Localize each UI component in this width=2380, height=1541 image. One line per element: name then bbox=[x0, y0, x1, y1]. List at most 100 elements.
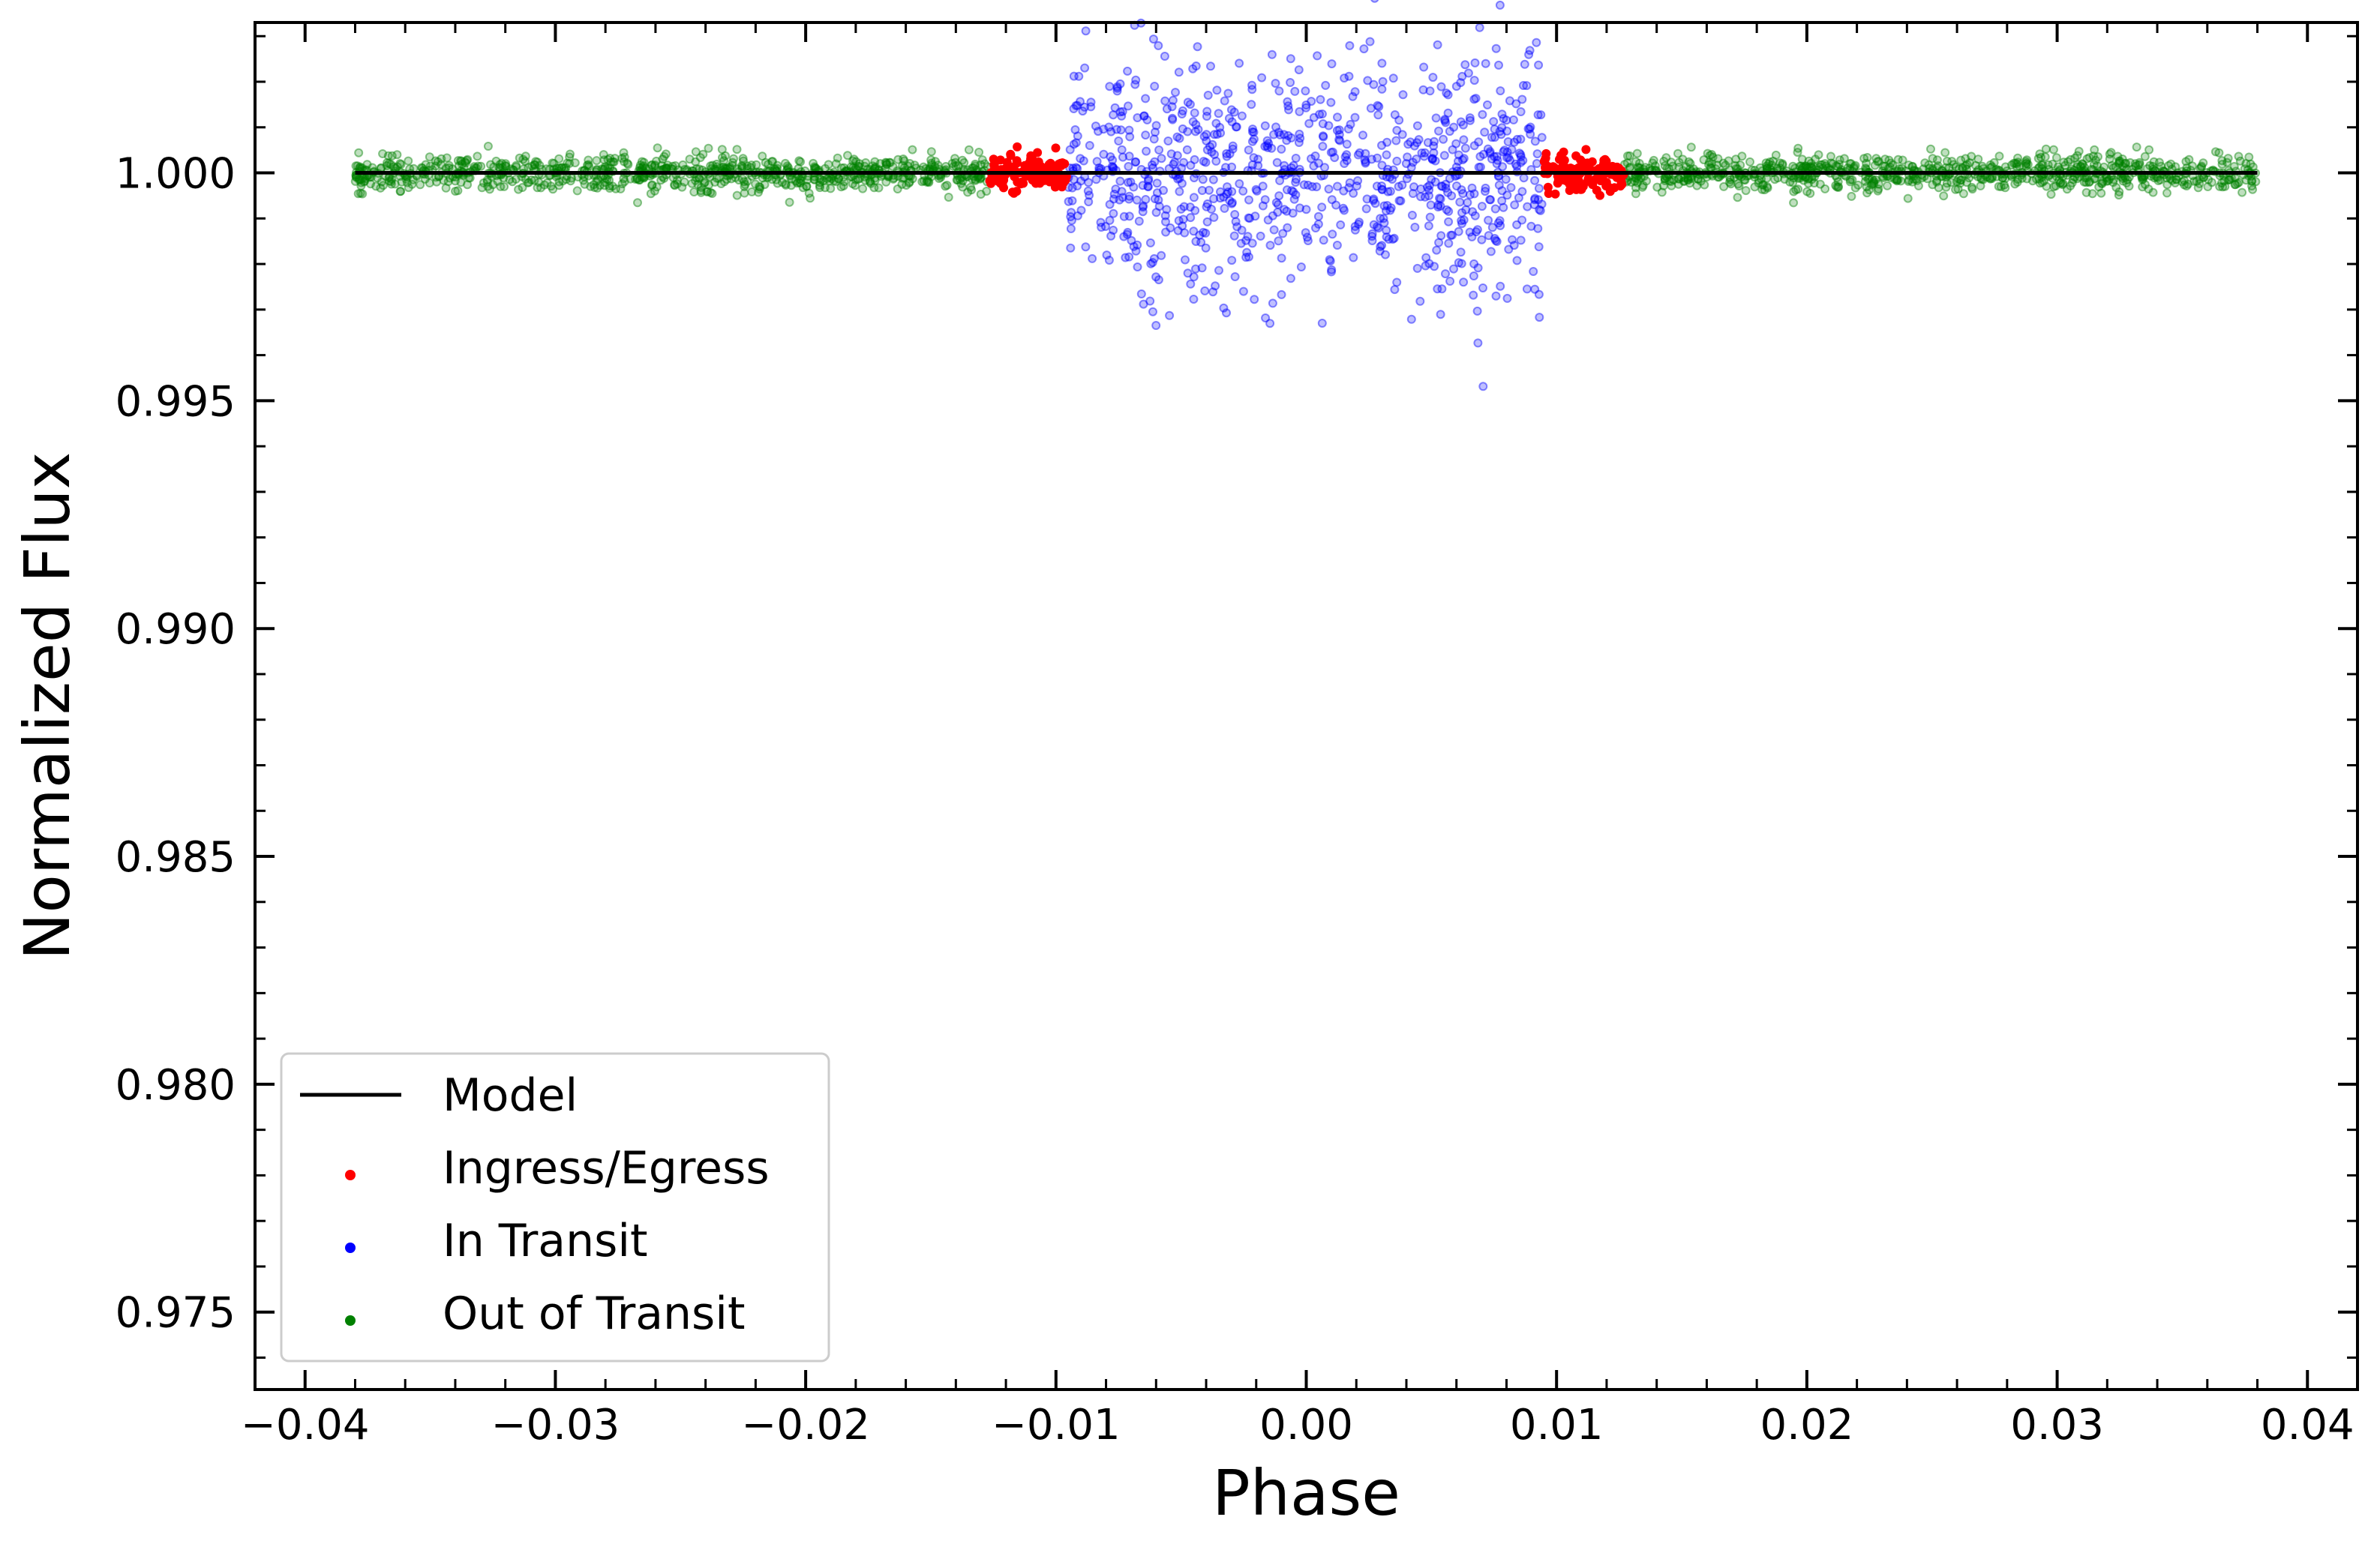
data-point bbox=[1143, 182, 1153, 192]
data-point bbox=[1532, 37, 1541, 47]
data-point bbox=[1295, 133, 1305, 143]
data-point bbox=[582, 160, 592, 170]
data-point bbox=[1707, 150, 1716, 159]
data-point bbox=[1397, 130, 1407, 139]
data-point bbox=[554, 177, 564, 187]
data-point bbox=[2013, 157, 2023, 167]
data-point bbox=[1295, 129, 1304, 139]
data-point bbox=[619, 148, 629, 157]
data-point bbox=[1229, 107, 1239, 117]
data-point bbox=[1684, 157, 1694, 166]
data-point bbox=[1172, 151, 1182, 160]
data-point bbox=[1139, 299, 1148, 309]
data-point bbox=[1394, 181, 1403, 191]
data-point bbox=[1105, 199, 1115, 209]
data-point bbox=[822, 174, 832, 184]
data-point bbox=[1495, 0, 1505, 10]
data-point bbox=[1491, 235, 1501, 245]
data-point bbox=[1328, 229, 1337, 239]
data-point bbox=[1068, 163, 1078, 173]
data-point bbox=[802, 181, 812, 191]
data-point bbox=[833, 153, 842, 163]
data-point bbox=[1535, 313, 1544, 322]
data-point bbox=[1138, 207, 1148, 217]
data-point bbox=[1487, 223, 1497, 232]
data-point bbox=[1535, 205, 1544, 214]
data-point bbox=[754, 187, 763, 197]
data-point bbox=[356, 175, 365, 184]
data-point bbox=[602, 175, 612, 184]
data-point bbox=[755, 181, 764, 191]
data-point bbox=[1201, 228, 1211, 238]
data-point bbox=[1333, 112, 1342, 122]
data-point bbox=[1958, 189, 1968, 199]
data-point bbox=[1505, 96, 1514, 106]
data-point bbox=[953, 175, 962, 184]
data-point bbox=[1261, 313, 1271, 322]
data-point bbox=[1291, 190, 1301, 199]
data-point bbox=[1403, 139, 1413, 149]
data-point bbox=[2066, 154, 2075, 164]
data-point bbox=[1933, 161, 1943, 170]
data-point bbox=[834, 174, 844, 184]
data-point bbox=[1519, 81, 1528, 90]
data-point bbox=[1334, 135, 1344, 145]
data-point bbox=[1436, 194, 1445, 204]
data-point bbox=[1247, 127, 1257, 136]
data-point bbox=[351, 161, 361, 171]
data-point bbox=[670, 181, 680, 190]
data-point bbox=[1225, 149, 1235, 159]
data-point bbox=[395, 187, 405, 196]
data-point bbox=[670, 180, 680, 190]
data-point bbox=[1987, 162, 1997, 172]
data-point bbox=[1350, 222, 1360, 231]
data-point bbox=[732, 190, 742, 200]
data-point bbox=[2225, 175, 2234, 184]
data-point bbox=[1442, 88, 1451, 98]
data-point bbox=[1301, 100, 1311, 109]
data-point bbox=[592, 176, 602, 186]
data-point bbox=[1342, 139, 1352, 149]
data-point bbox=[1359, 44, 1369, 54]
data-point bbox=[1256, 231, 1265, 241]
data-point bbox=[1241, 235, 1251, 245]
data-point bbox=[1417, 148, 1427, 157]
data-point bbox=[1392, 277, 1402, 287]
data-point bbox=[1888, 160, 1898, 169]
data-point bbox=[377, 177, 386, 187]
data-point bbox=[1760, 185, 1769, 195]
data-point bbox=[1212, 130, 1222, 139]
data-point bbox=[696, 182, 706, 192]
data-point bbox=[1445, 277, 1455, 286]
data-point bbox=[740, 180, 750, 190]
data-point bbox=[572, 186, 582, 196]
data-point bbox=[1412, 121, 1422, 130]
data-point bbox=[1458, 155, 1467, 165]
data-point bbox=[2156, 161, 2166, 171]
data-point bbox=[1317, 319, 1327, 328]
data-point bbox=[617, 179, 627, 189]
data-point bbox=[2149, 157, 2159, 166]
data-point bbox=[734, 175, 744, 185]
data-point bbox=[1454, 226, 1463, 236]
data-point bbox=[1253, 160, 1263, 170]
data-point bbox=[1599, 159, 1608, 169]
data-point bbox=[1096, 217, 1106, 227]
data-point bbox=[1890, 175, 1899, 184]
data-point bbox=[1211, 281, 1220, 291]
data-point bbox=[401, 174, 411, 184]
data-point bbox=[1309, 161, 1319, 171]
data-point bbox=[1199, 132, 1209, 141]
data-point bbox=[1122, 229, 1132, 239]
data-point bbox=[1494, 180, 1504, 190]
data-point bbox=[358, 189, 368, 199]
data-point bbox=[1443, 90, 1453, 100]
data-point bbox=[950, 154, 959, 163]
data-point bbox=[1369, 194, 1379, 204]
data-point bbox=[768, 157, 778, 166]
data-point bbox=[454, 161, 464, 171]
data-point bbox=[1265, 319, 1275, 328]
data-point bbox=[1069, 139, 1079, 149]
y-tick-label: 0.990 bbox=[116, 605, 236, 654]
data-point bbox=[356, 178, 366, 187]
